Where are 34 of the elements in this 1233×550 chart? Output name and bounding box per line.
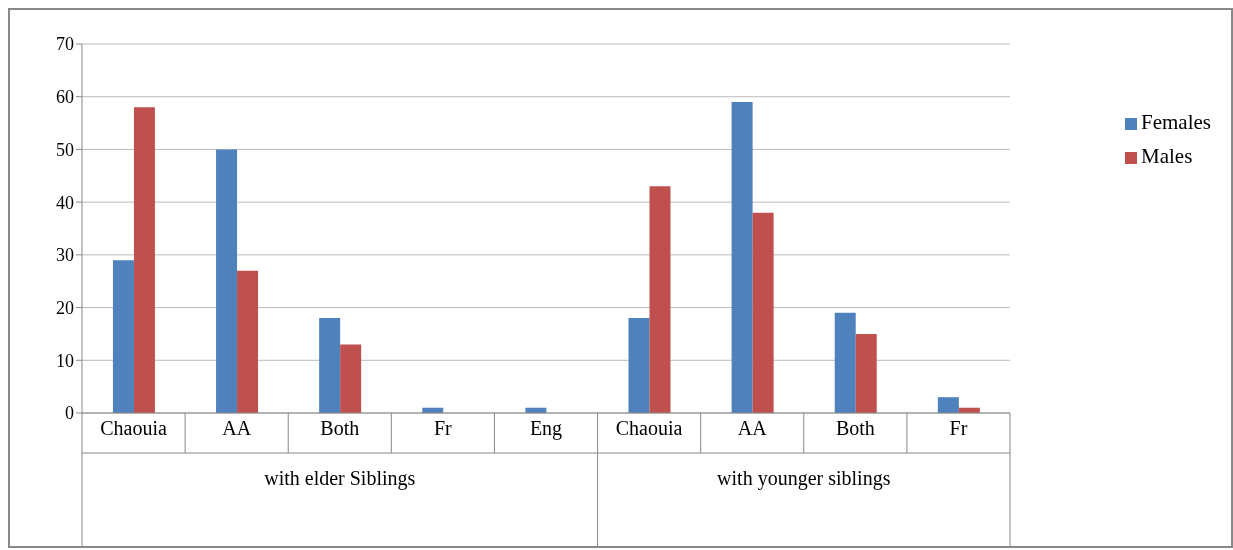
bar [834,312,856,413]
bar [216,149,238,413]
x-tick-label: Both [320,417,360,440]
bar [937,397,959,413]
bar [319,318,341,413]
y-tick-label: 60 [56,87,74,108]
bar [133,107,155,413]
x-tick-label: Fr [949,417,968,440]
bar [855,333,877,413]
text: with elder Siblings [264,467,416,490]
bar [731,101,753,413]
bar [752,212,774,413]
bar [628,318,650,413]
y-tick-label: 30 [56,245,74,266]
y-tick-label: 10 [56,350,74,371]
y-tick-label: 20 [56,297,74,318]
x-tick-label: AA [222,417,252,440]
bar [340,344,362,413]
x-tick-label: Chaouia [100,417,167,440]
x-tick-label: Chaouia [615,417,683,440]
bar [112,260,134,413]
x-tick-label: Both [835,417,875,440]
bar [237,270,259,413]
x-tick-label: AA [737,417,768,440]
bar [649,186,671,413]
x-tick-label: Fr [434,417,453,440]
legend-label: Females [1141,110,1211,134]
y-tick-label: 40 [56,192,74,213]
y-tick-label: 70 [56,34,74,55]
y-tick-label: 0 [65,403,74,424]
x-tick-label: Eng [529,417,563,441]
legend-label: Males [1141,144,1193,168]
y-tick-label: 50 [56,139,74,160]
text: with younger siblings [717,467,891,490]
